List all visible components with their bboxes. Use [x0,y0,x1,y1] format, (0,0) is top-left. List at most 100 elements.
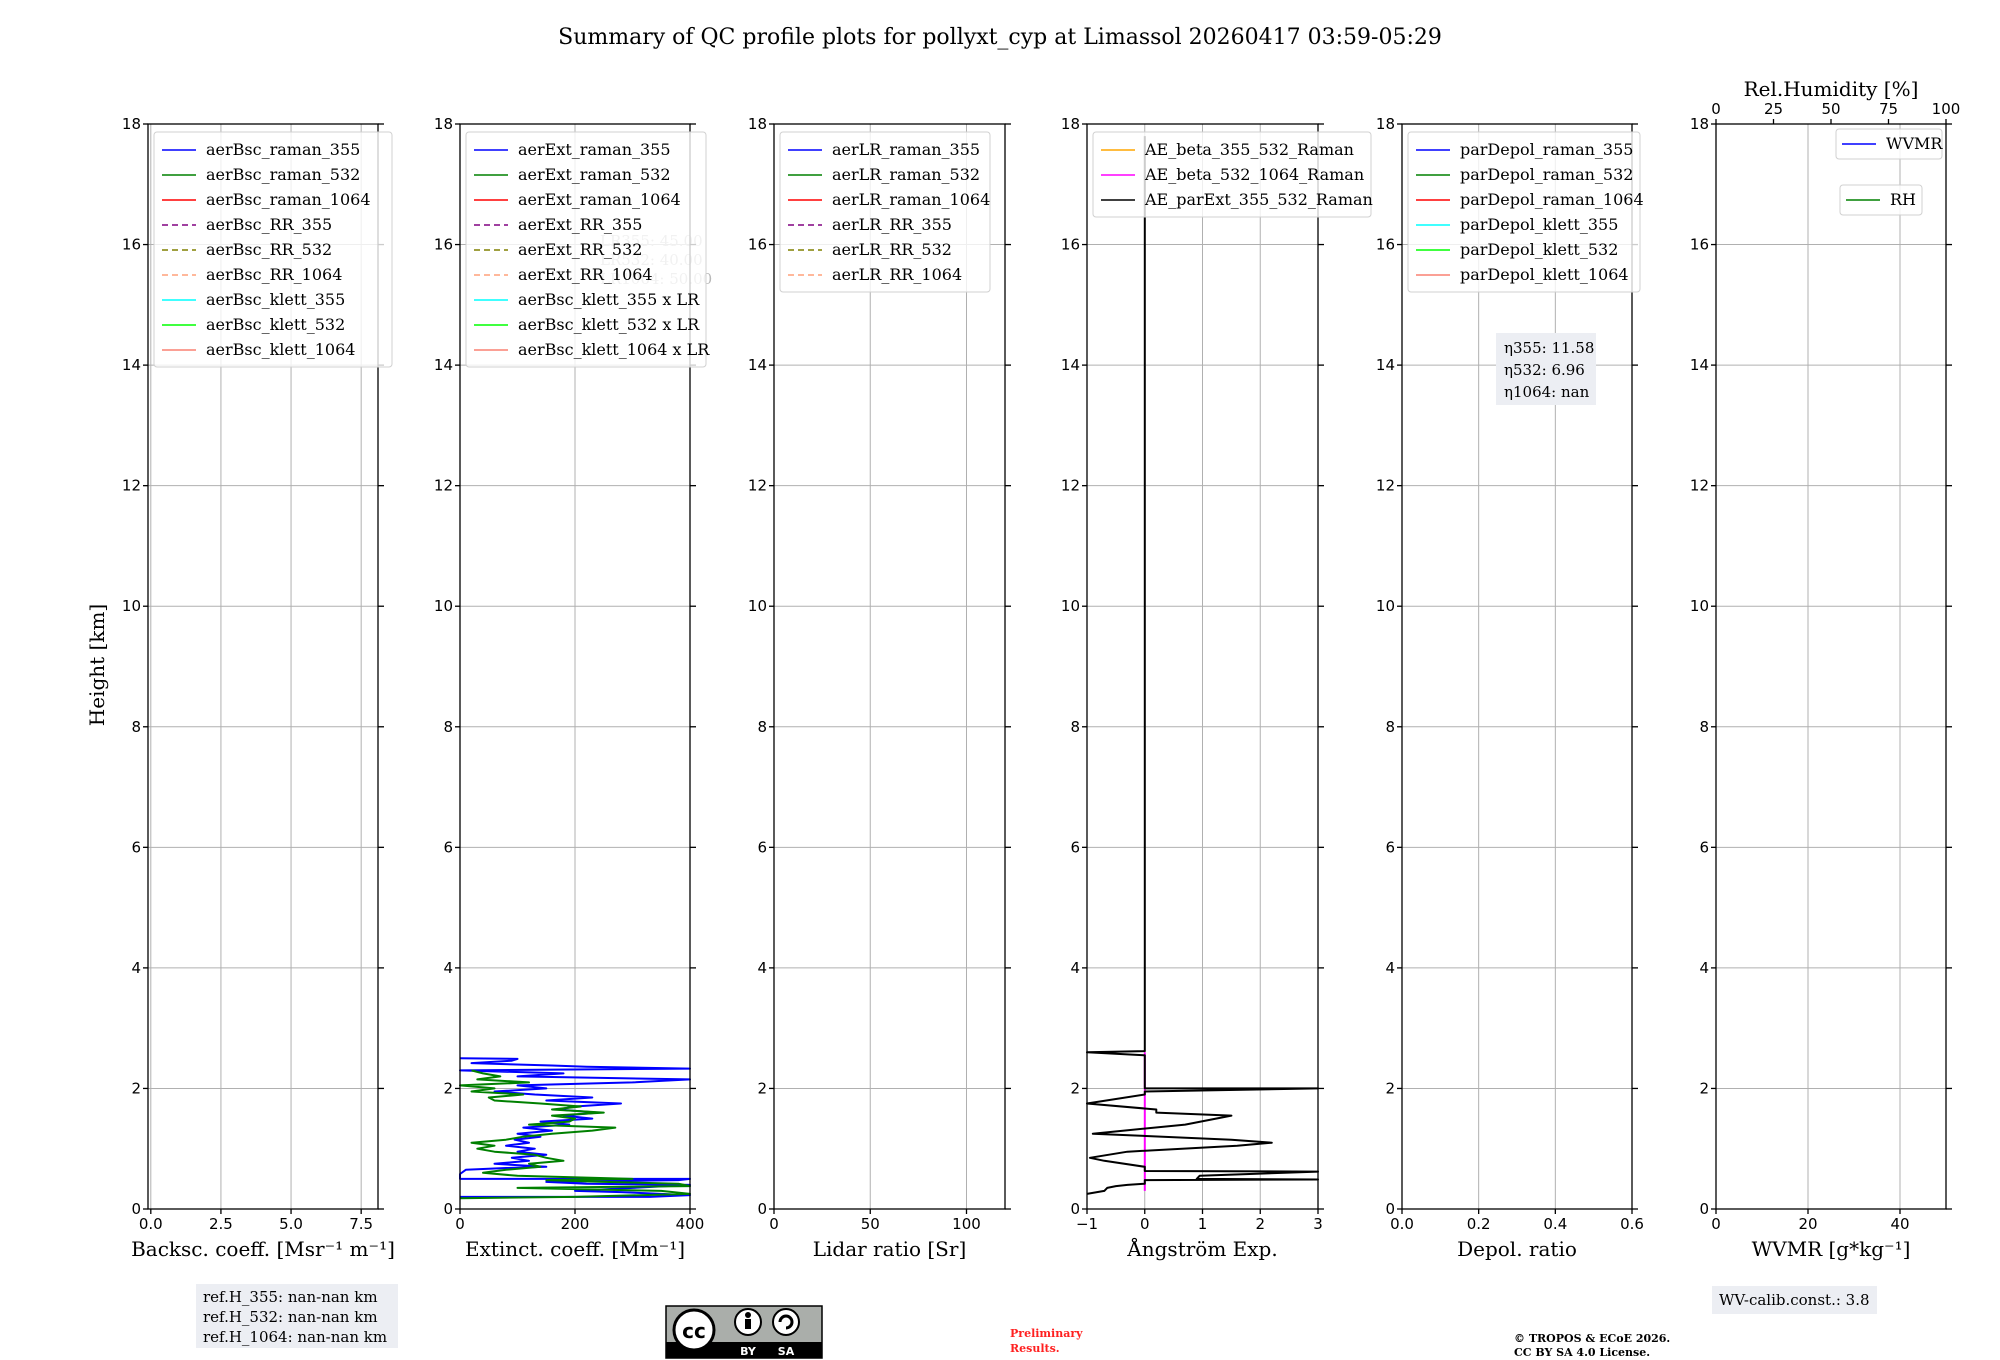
panel-lidar_ratio: 0 2 4 6 8 10 12 14 16 18 0 50 100 Lidar ratio [Sr] aer… [748,115,1011,1261]
y-tick-label: 10 [434,597,453,615]
wv-calib-box: WV-calib.const.: 3.8 [1712,1286,1877,1314]
legend-box [465,131,707,368]
x-tick-label: 5.0 [279,1215,303,1233]
y-tick-label: 16 [434,236,453,254]
y-tick-label: 4 [131,959,141,977]
legend-label: aerBsc_raman_1064 [206,190,371,209]
legend-label: aerBsc_raman_532 [206,165,360,184]
x-tick-label: 0 [769,1215,779,1233]
legend-label: aerBsc_RR_532 [206,240,332,259]
y-tick-label: 16 [1061,236,1080,254]
ref-height-bg [196,1284,398,1348]
cc-logo-icon [672,1308,716,1352]
x-axis-label-depolarization: Depol. ratio [1457,1237,1577,1261]
ref-height-box: ref.H_355: nan-nan km ref.H_532: nan-nan… [196,1284,398,1348]
y-tick-label: 8 [131,718,141,736]
y-tick-label: 8 [1070,718,1080,736]
x-tick-label: 400 [676,1215,705,1233]
legend-label: aerBsc_raman_355 [206,140,360,159]
series-aerExt_raman_532 [459,1069,691,1200]
cc-by-head [745,1312,751,1318]
x-tick-label: 0.6 [1620,1215,1644,1233]
cc-by-label: BY [740,1345,757,1358]
axes-frame [1401,123,1633,1210]
legend-label: aerBsc_klett_355 [206,290,345,309]
top-x-axis-label: Rel.Humidity [%] [1744,77,1919,101]
y-tick-label: 6 [1385,838,1395,856]
legend-label: aerBsc_klett_355 x LR [518,290,700,309]
cc-by-body [745,1319,751,1329]
legend-label: aerExt_RR_1064 [518,265,653,284]
legend-label: aerExt_raman_532 [518,165,671,184]
x-tick-label: 0.0 [1390,1215,1414,1233]
legend-label: aerBsc_klett_532 [206,315,345,334]
y-tick-label: 16 [1690,236,1709,254]
y-tick-label: 16 [122,236,141,254]
y-tick-label: 18 [434,115,453,133]
x-tick-label: 0.2 [1467,1215,1491,1233]
legend-label: aerLR_RR_532 [832,240,952,259]
legend-label: parDepol_raman_532 [1460,165,1633,184]
cc-sa-label: SA [778,1345,795,1358]
y-tick-label: 10 [1376,597,1395,615]
x-tick-label: 2.5 [209,1215,233,1233]
legend-label: aerLR_raman_532 [832,165,980,184]
x-axis-label-angstrom: Ångström Exp. [1126,1236,1277,1261]
top-x-tick-label: 50 [1821,100,1840,118]
y-tick-label: 8 [757,718,767,736]
x-tick-label: 50 [861,1215,880,1233]
y-tick-label: 14 [1061,356,1080,374]
y-tick-label: 12 [1690,477,1709,495]
y-tick-label: 4 [757,959,767,977]
y-tick-label: 2 [443,1079,453,1097]
y-tick-label: 10 [122,597,141,615]
top-x-tick-label: 0 [1711,100,1721,118]
y-tick-label: 12 [122,477,141,495]
legend-label: parDepol_raman_355 [1460,140,1633,159]
x-tick-label: 100 [952,1215,981,1233]
legend-label: aerBsc_klett_532 x LR [518,315,700,334]
legend-box [153,131,393,368]
y-tick-label: 14 [122,356,141,374]
x-tick-label: 20 [1798,1215,1817,1233]
x-tick-label: −1 [1076,1215,1098,1233]
y-tick-label: 10 [748,597,767,615]
panel-extinction: LR355: 45.00LR532: 40.00LR1064: 50.00024… [434,115,712,1261]
wv-calib-text: WV-calib.const.: 3.8 [1719,1291,1870,1309]
legend-label: aerBsc_klett_1064 [206,340,355,359]
legend-label: aerBsc_RR_355 [206,215,332,234]
legend-label: parDepol_klett_355 [1460,215,1618,234]
y-tick-label: 6 [131,838,141,856]
ref-height-1064: ref.H_1064: nan-nan km [203,1328,387,1346]
y-tick-label: 12 [748,477,767,495]
legend-label: WVMR [1886,134,1943,153]
x-tick-label: 0.0 [139,1215,163,1233]
y-tick-label: 12 [1061,477,1080,495]
y-tick-label: 0 [1385,1200,1395,1218]
x-tick-label: 0.4 [1543,1215,1567,1233]
legend-box [1092,131,1372,218]
x-tick-label: 0 [455,1215,465,1233]
eta-annotation-box [1496,333,1596,405]
x-tick-label: 7.5 [349,1215,373,1233]
y-tick-label: 18 [1061,115,1080,133]
y-tick-label: 8 [443,718,453,736]
legend-label: parDepol_klett_532 [1460,240,1618,259]
axes-frame [773,123,1006,1210]
y-tick-label: 2 [1385,1079,1395,1097]
x-axis-label-extinction: Extinct. coeff. [Mm⁻¹] [465,1237,685,1261]
axes-frame [147,123,379,1210]
figure-title: Summary of QC profile plots for pollyxt_… [558,25,1442,50]
legend-box [779,131,991,293]
eta-annotation-0: η355: 11.58 [1504,339,1594,357]
series-AE_parExt_355_532_Raman [1086,136,1319,1195]
legend-label: aerExt_raman_1064 [518,190,681,209]
panel-backscatter: 0 2 4 6 8 10 12 14 16 18 0.0 2.5 5.0 7.5 Backsc. coeff… [122,115,395,1261]
y-tick-label: 4 [1070,959,1080,977]
x-tick-label: 200 [561,1215,590,1233]
preliminary-line-2: Results. [1010,1342,1060,1355]
x-tick-label: 3 [1313,1215,1323,1233]
